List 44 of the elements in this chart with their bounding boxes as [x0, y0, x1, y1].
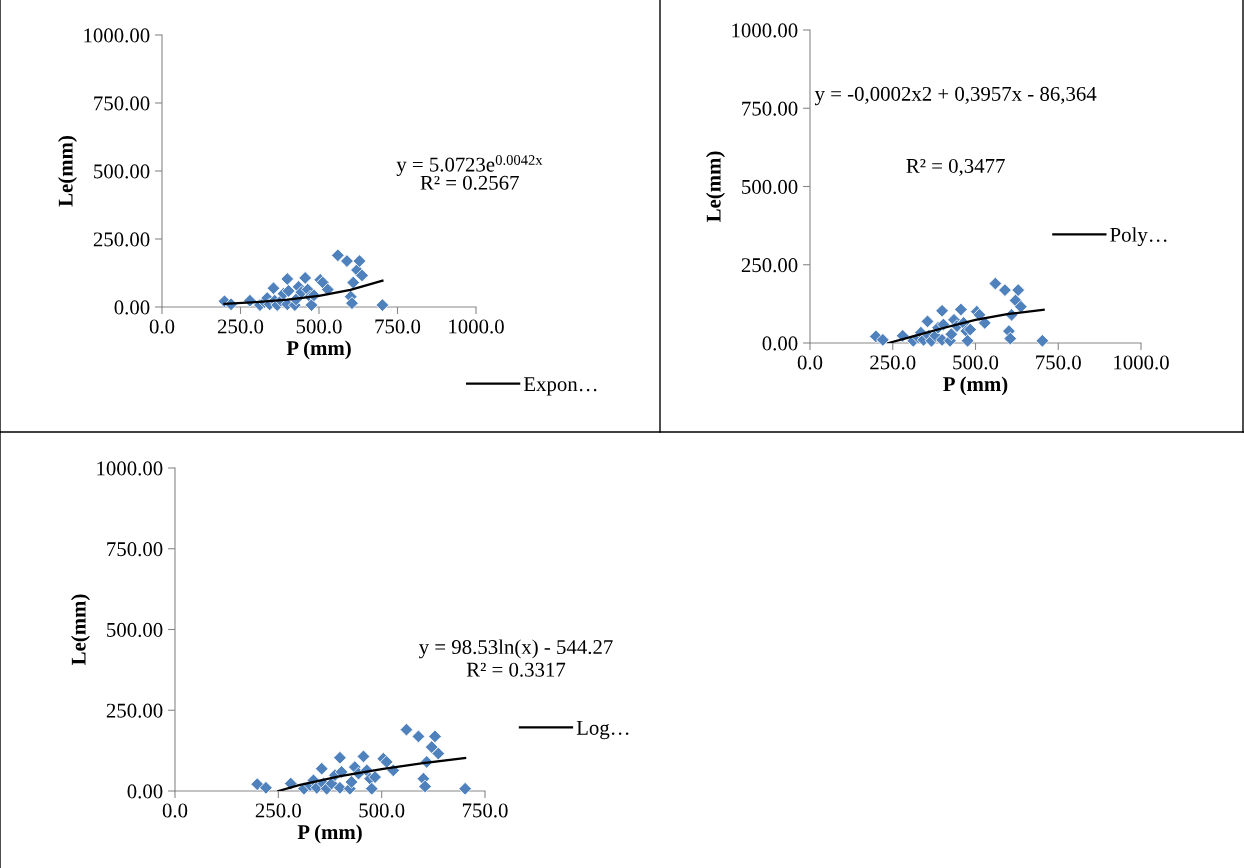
- x-tick-label: 750.0: [462, 803, 508, 818]
- legend-label: Expon…: [523, 377, 597, 396]
- annotation: y = 5.0723e$^{0.0042x}$: [396, 155, 543, 176]
- y-tick-label: 1000.00: [84, 28, 150, 43]
- legend-label: Log…: [576, 721, 629, 740]
- annotation: y = -0,0002x2 + 0,3957x - 86,364: [814, 86, 1097, 106]
- x-tick-label: 500.0: [359, 803, 405, 818]
- x-tick-label: 0.0: [149, 319, 175, 334]
- x-tick-label: 0.0: [797, 355, 823, 370]
- annotation: y = 98.53ln(x) - 544.27: [418, 639, 613, 659]
- y-tick-label: 750.00: [742, 101, 798, 116]
- y-tick-label: 0.00: [114, 300, 150, 315]
- y-tick-label: 0.00: [762, 336, 798, 351]
- x-tick-label: 1000.0: [449, 319, 504, 334]
- annotation: R² = 0,3477: [906, 158, 1005, 176]
- y-tick-label: 1000.00: [732, 23, 798, 38]
- y-tick-label: 1000.00: [97, 461, 163, 476]
- y-tick-label: 0.00: [127, 784, 163, 799]
- x-tick-label: 0.0: [162, 803, 188, 818]
- y-tick-label: 250.00: [93, 232, 150, 247]
- annotation: R² = 0.3317: [466, 662, 566, 677]
- y-tick-label: 750.00: [107, 542, 163, 557]
- y-axis-title: Le(mm): [71, 594, 90, 666]
- y-tick-label: 500.00: [742, 179, 798, 195]
- x-axis-title: P (mm): [286, 340, 351, 360]
- x-axis-title: P (mm): [297, 824, 362, 844]
- y-axis-title: Le(mm): [58, 136, 77, 207]
- x-tick-label: 500.0: [296, 319, 342, 334]
- y-tick-label: 250.00: [741, 258, 798, 273]
- x-tick-label: 750.0: [375, 319, 421, 334]
- y-tick-label: 500.00: [94, 164, 150, 179]
- y-tick-label: 500.00: [107, 622, 163, 638]
- x-tick-label: 250.0: [870, 355, 916, 370]
- y-tick-label: 250.00: [106, 703, 163, 718]
- y-tick-label: 750.00: [94, 96, 150, 111]
- y-axis-title: Le(mm): [706, 151, 725, 223]
- x-tick-label: 250.0: [217, 319, 264, 334]
- x-tick-label: 500.0: [953, 355, 999, 370]
- x-tick-label: 1000.0: [1114, 355, 1169, 370]
- legend-label: Poly…: [1110, 227, 1167, 247]
- x-axis-title: P (mm): [943, 376, 1008, 396]
- x-tick-label: 750.0: [1036, 355, 1081, 370]
- annotation: R² = 0.2567: [420, 175, 519, 190]
- x-tick-label: 250.0: [255, 803, 301, 818]
